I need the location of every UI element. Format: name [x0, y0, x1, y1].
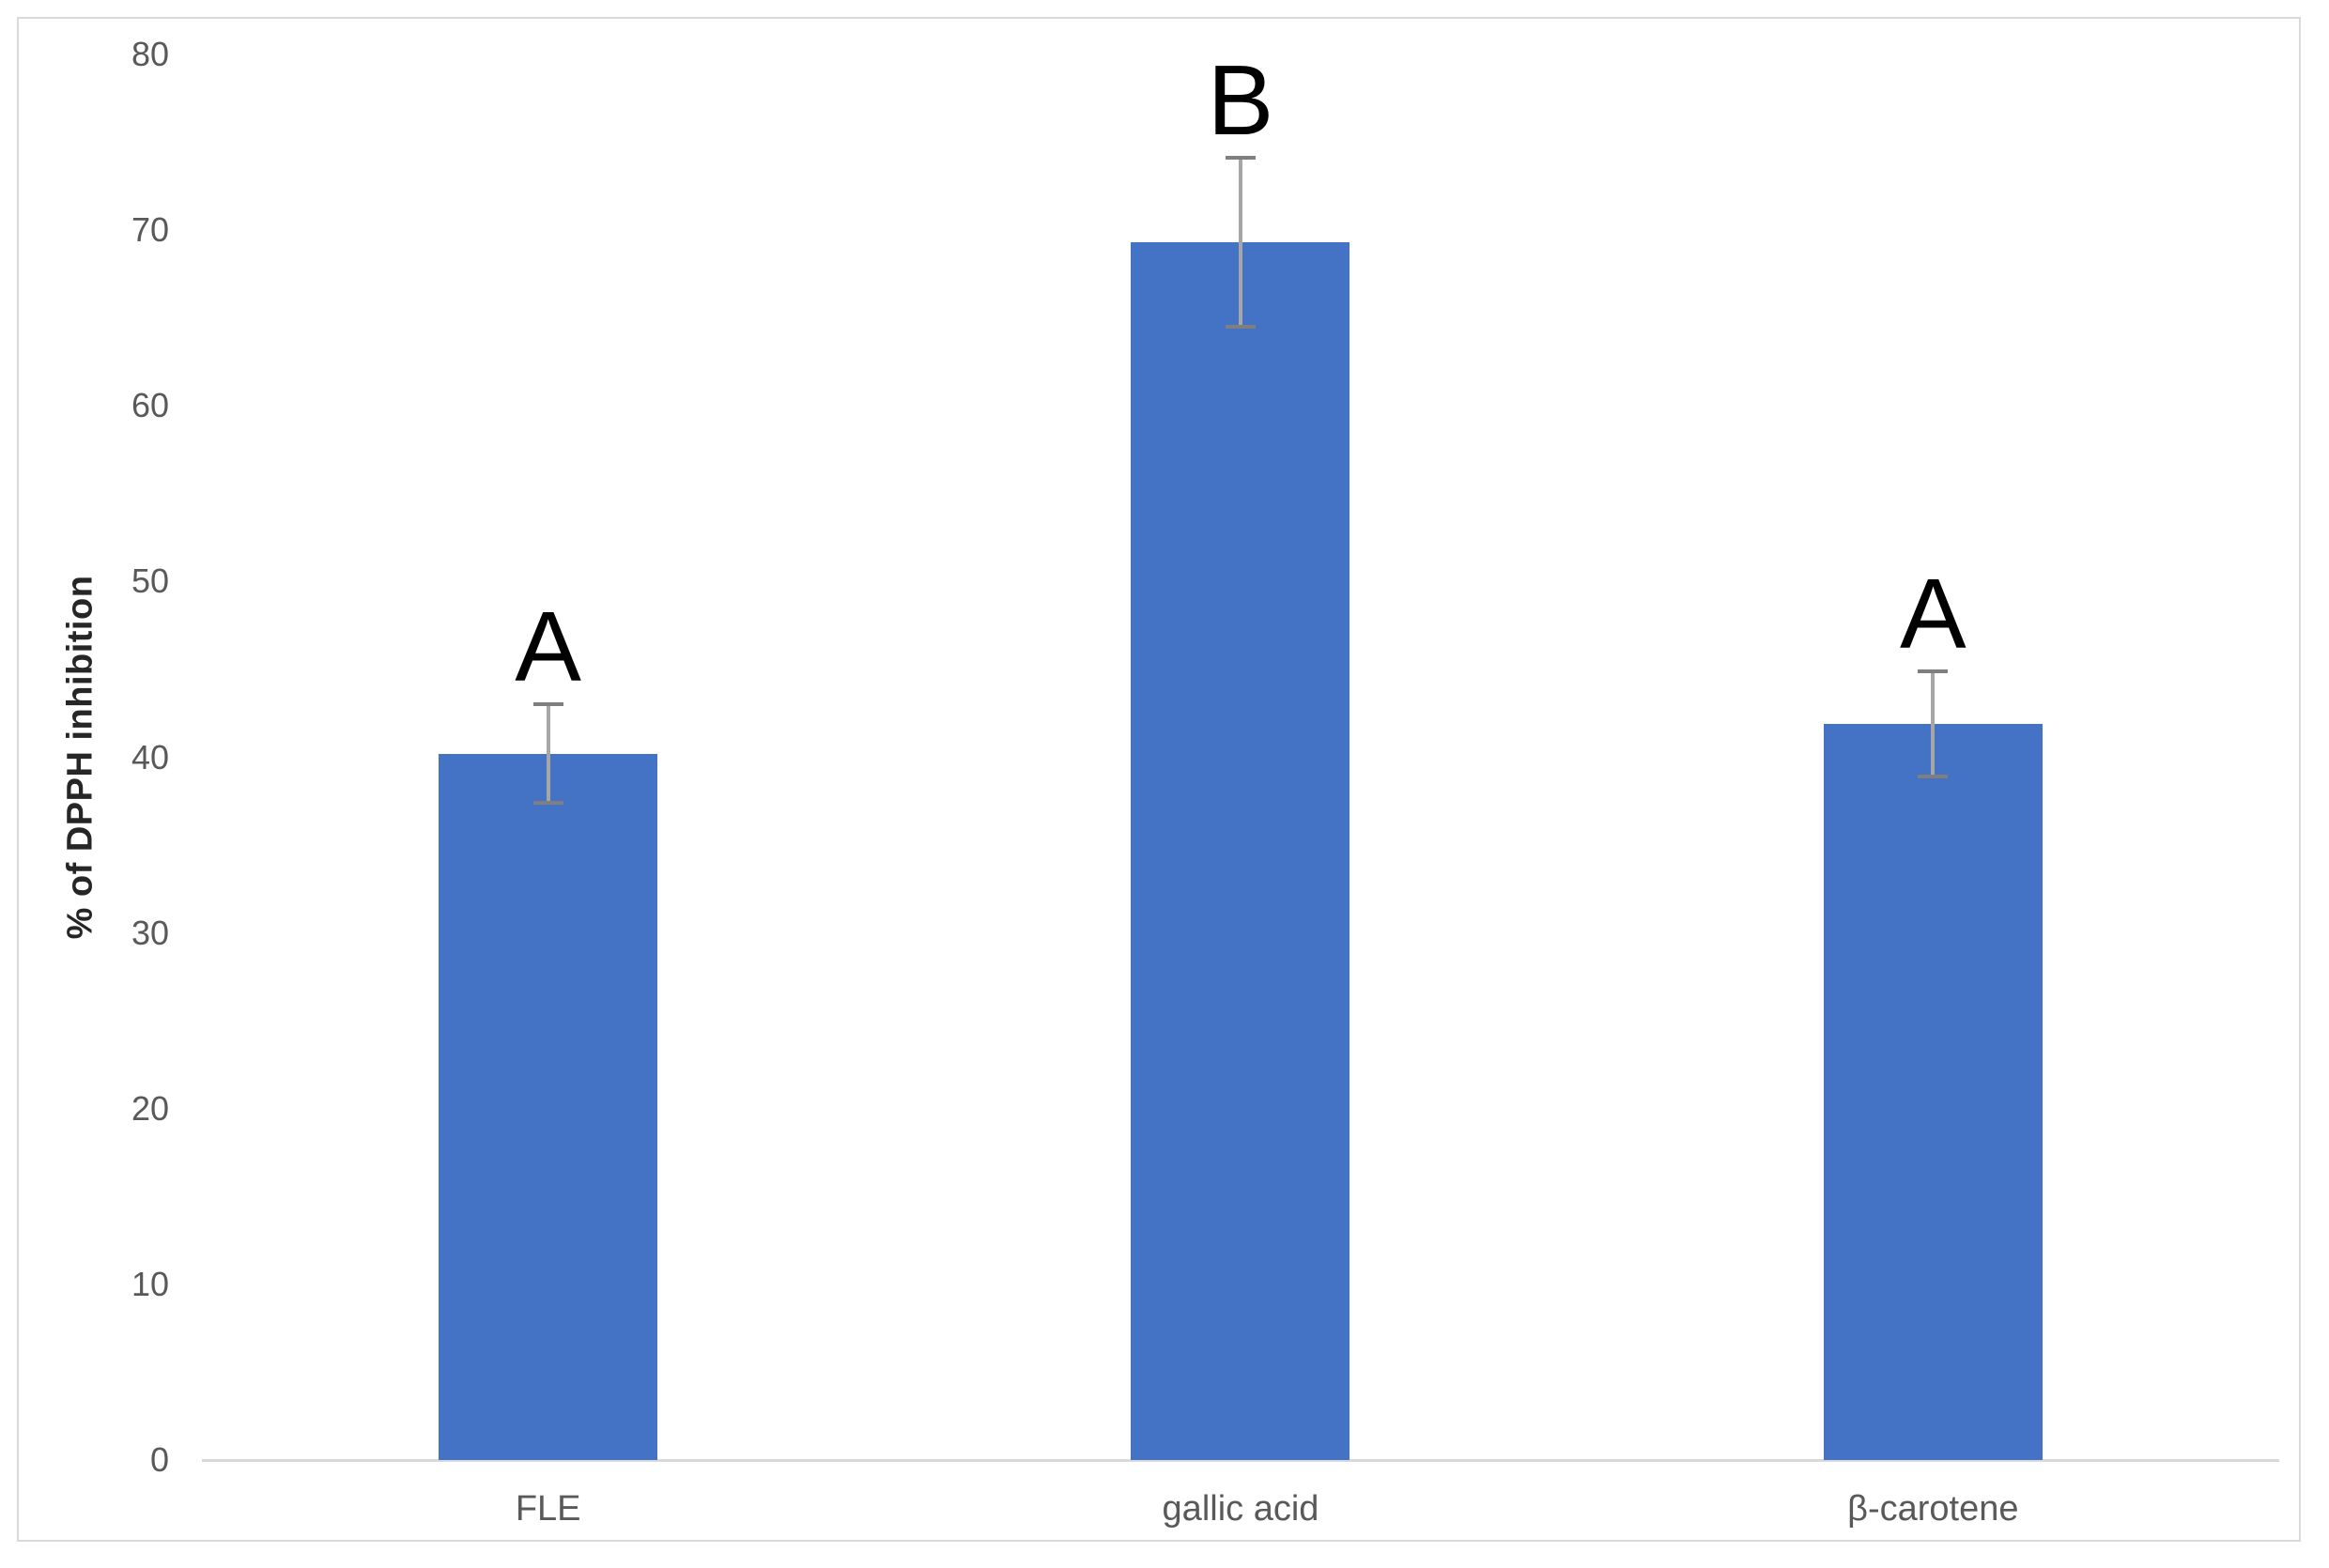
error-bar-top-cap	[1918, 669, 1949, 673]
y-tick-label: 60	[131, 386, 169, 425]
y-tick-label: 20	[131, 1088, 169, 1128]
error-bar-bottom-cap	[1225, 325, 1256, 330]
significance-letter: A	[1899, 558, 1967, 669]
x-axis-line	[202, 1459, 2279, 1462]
error-bar-top-cap	[532, 702, 563, 707]
y-tick-label: 80	[131, 35, 169, 73]
bar-group: A	[1587, 54, 2279, 1460]
x-category-label: β-carotene	[1847, 1489, 2019, 1529]
y-axis-tick-labels: 0 10 20 30 40 50 60 70 80	[85, 37, 169, 1478]
error-bar-stem	[546, 704, 550, 804]
x-axis-category-labels: FLE gallic acid β-carotene	[202, 1488, 2279, 1535]
error-bar-stem	[1931, 670, 1936, 777]
bar	[1823, 723, 2043, 1460]
y-tick-label: 0	[149, 1440, 169, 1479]
x-category-label: gallic acid	[1162, 1489, 1319, 1529]
significance-letter: B	[1207, 45, 1274, 157]
error-bar-bottom-cap	[1918, 775, 1949, 779]
bar	[1131, 242, 1350, 1460]
plot-area: A B A	[202, 45, 2279, 1462]
y-tick-label: 10	[131, 1264, 169, 1303]
significance-letter: A	[515, 592, 582, 703]
y-tick-label: 50	[131, 561, 169, 601]
bar	[439, 753, 658, 1460]
error-bar-stem	[1238, 158, 1242, 328]
error-bar-top-cap	[1225, 156, 1256, 161]
error-bar-bottom-cap	[532, 801, 563, 806]
bar-group: A	[202, 54, 894, 1460]
y-tick-label: 40	[131, 737, 169, 776]
bar-group: B	[894, 45, 1586, 1460]
y-tick-label: 30	[131, 913, 169, 952]
y-tick-label: 70	[131, 210, 169, 250]
x-category-label: FLE	[515, 1489, 581, 1529]
